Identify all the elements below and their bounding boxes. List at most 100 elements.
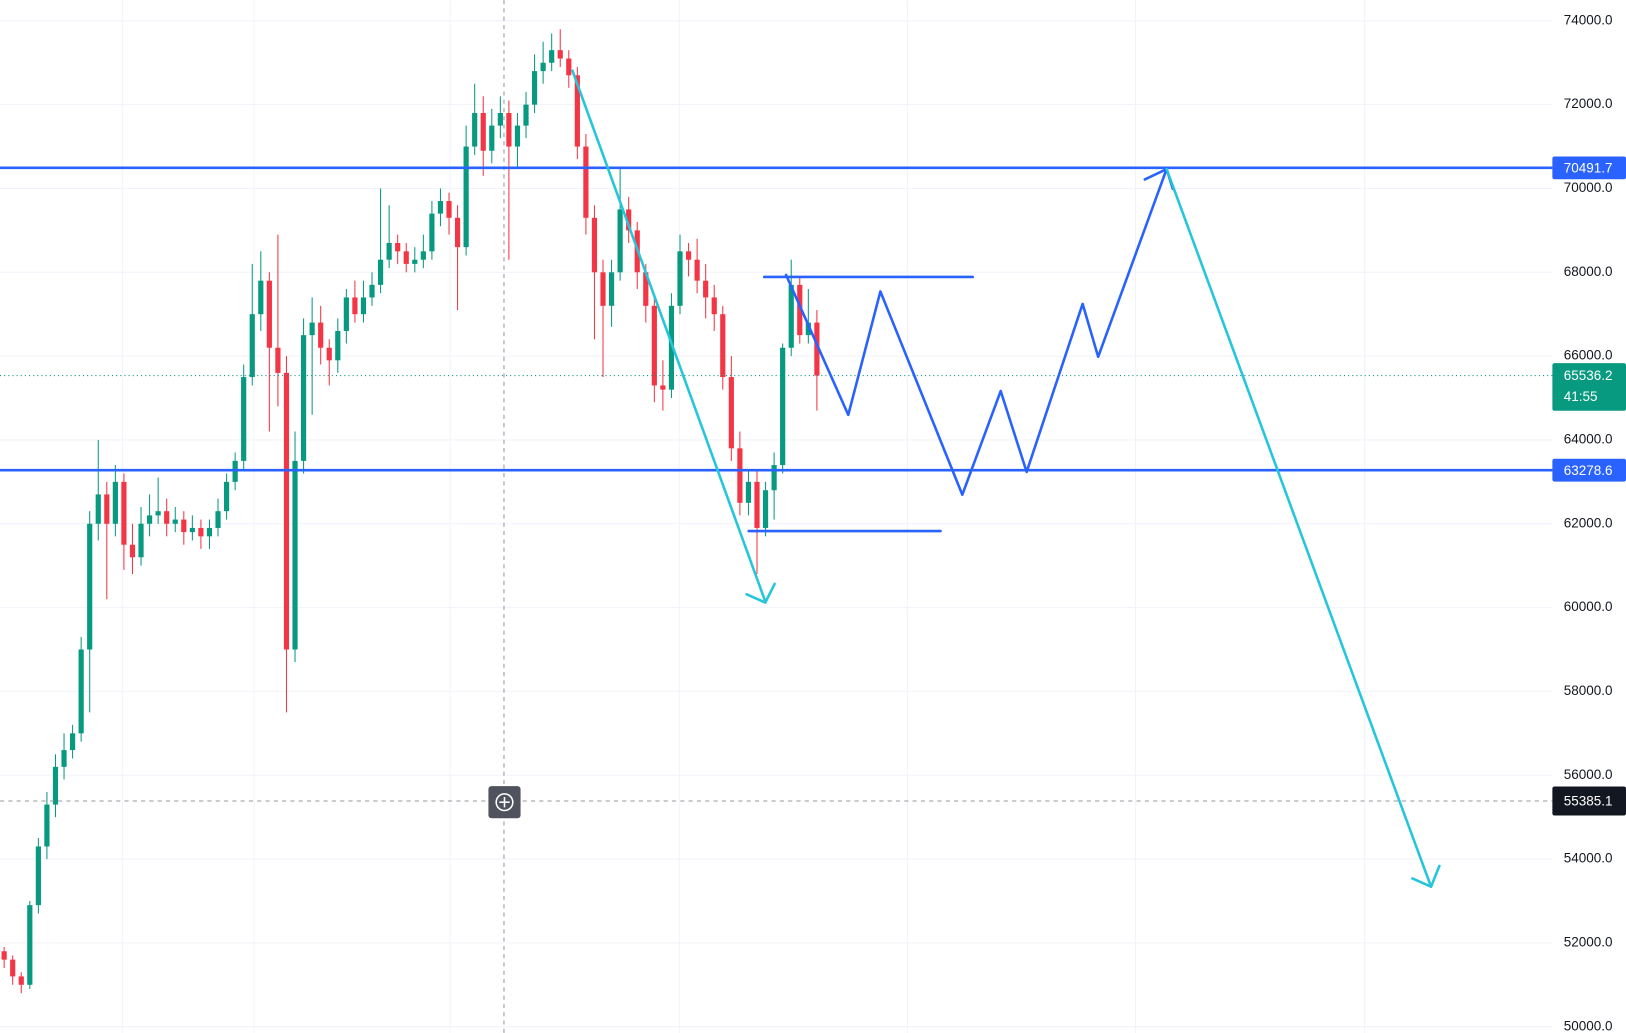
candle-body	[69, 733, 76, 751]
candle-body	[1, 951, 7, 960]
horizontal-grid	[0, 20, 1553, 1028]
y-tick-label: 72000.0	[1564, 96, 1613, 111]
candle-body	[309, 322, 315, 336]
candle-body	[138, 523, 144, 558]
candle-body	[412, 259, 418, 264]
y-tick-label: 70000.0	[1564, 180, 1613, 195]
crosshair-badge	[1552, 786, 1626, 816]
down-arrow-line	[571, 69, 767, 603]
candle-body	[112, 481, 118, 524]
candle-body	[694, 259, 700, 281]
candle-body	[335, 330, 341, 361]
arrow-head	[745, 582, 776, 604]
candle-body	[121, 481, 127, 545]
candle-body	[403, 251, 409, 264]
candle-body	[754, 481, 760, 528]
candle-body	[771, 465, 777, 491]
y-tick-label: 62000.0	[1564, 515, 1613, 530]
candle-body	[155, 511, 161, 516]
candle-body	[780, 347, 786, 466]
price-badges: 70491.7 63278.6 65536.2 41:55 55385.1	[1552, 156, 1626, 816]
candle-body	[540, 62, 546, 72]
candle-body	[574, 75, 580, 147]
candle-body	[454, 217, 461, 248]
candle-body	[61, 750, 67, 767]
candle-body	[395, 242, 401, 252]
candle-body	[600, 272, 606, 306]
candle-body	[643, 272, 649, 306]
last-price-label: 65536.2	[1564, 368, 1613, 383]
y-tick-label: 56000.0	[1564, 767, 1613, 782]
candle-body	[95, 494, 101, 524]
y-tick-label: 50000.0	[1564, 1018, 1613, 1033]
candle-body	[104, 494, 110, 524]
candle-body	[497, 113, 503, 126]
candle-body	[189, 527, 195, 533]
candle-body	[608, 272, 615, 306]
candle-body	[762, 490, 769, 528]
candle-body	[489, 125, 495, 151]
y-tick-label: 74000.0	[1564, 12, 1613, 27]
price-lines	[0, 166, 1553, 802]
y-tick-label: 52000.0	[1564, 934, 1613, 949]
candle-body	[369, 284, 375, 298]
candle-body	[87, 523, 93, 650]
crosshair-label: 55385.1	[1564, 794, 1613, 809]
candle-body	[549, 50, 555, 63]
last-price-badge	[1552, 363, 1626, 411]
candle-body	[429, 213, 435, 252]
price-badge-label: 70491.7	[1564, 160, 1613, 175]
candle-body	[446, 201, 452, 218]
down-arrow-line	[1165, 167, 1433, 889]
y-tick-label: 68000.0	[1564, 264, 1613, 279]
candle-body	[514, 125, 521, 147]
candle-body	[44, 804, 50, 847]
candle-body	[318, 322, 324, 348]
candle-body	[737, 448, 743, 503]
candle-body	[215, 511, 221, 528]
candle-body	[78, 649, 84, 734]
candle-body	[728, 377, 734, 449]
candle-body	[506, 113, 512, 147]
candle-body	[164, 511, 170, 524]
candle-body	[386, 242, 392, 260]
candle-body	[668, 305, 675, 390]
projection-zigzag	[784, 167, 1168, 497]
candle-body	[711, 297, 717, 315]
candle-body	[360, 297, 367, 315]
price-badge-label: 63278.6	[1564, 463, 1613, 478]
candle-body	[703, 280, 709, 298]
plus-icon	[495, 793, 514, 812]
candle-body	[249, 314, 255, 378]
candle-body	[437, 201, 444, 214]
candle-body	[172, 519, 178, 524]
arrow-head	[1411, 864, 1441, 889]
y-tick-label: 58000.0	[1564, 683, 1613, 698]
candle-body	[523, 104, 529, 126]
y-tick-label: 54000.0	[1564, 851, 1613, 866]
candle-body	[617, 209, 623, 273]
candle-body	[660, 385, 666, 390]
candle-body	[27, 905, 33, 985]
candle-body	[326, 347, 332, 361]
candle-body	[651, 305, 657, 386]
candle-body	[52, 766, 59, 805]
candle-body	[181, 519, 187, 533]
candle-body	[343, 297, 349, 331]
candle-body	[797, 284, 803, 336]
candle-body	[805, 322, 811, 336]
candle-body	[266, 280, 272, 348]
candle-body	[531, 71, 538, 105]
candle-body	[720, 314, 726, 378]
candle-body	[35, 846, 41, 906]
y-tick-label: 66000.0	[1564, 348, 1613, 363]
crosshair-button[interactable]	[488, 786, 521, 819]
candle-body	[300, 335, 307, 461]
candle-body	[283, 372, 290, 650]
candle-body	[129, 544, 136, 558]
candle-body	[685, 251, 692, 260]
price-axis: 50000.0 52000.0 54000.0 56000.0 58000.0 60000…	[1564, 12, 1613, 1033]
countdown-label: 41:55	[1564, 389, 1598, 404]
candle-body	[241, 377, 247, 461]
